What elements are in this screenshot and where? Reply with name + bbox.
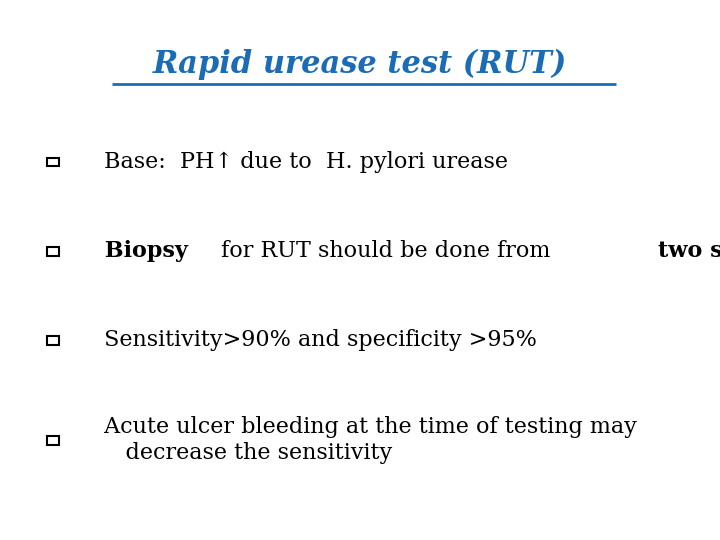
Text: Rapid urease test (RUT): Rapid urease test (RUT): [153, 49, 567, 80]
Text: two site: two site: [657, 240, 720, 262]
Text: Base:  PH↑ due to  H. pylori urease: Base: PH↑ due to H. pylori urease: [97, 151, 508, 173]
Text: Sensitivity>90% and specificity >95%: Sensitivity>90% and specificity >95%: [97, 329, 537, 351]
FancyBboxPatch shape: [47, 436, 59, 444]
FancyBboxPatch shape: [47, 247, 59, 255]
Text: Biopsy: Biopsy: [97, 240, 188, 262]
FancyBboxPatch shape: [47, 158, 59, 166]
Text: Acute ulcer bleeding at the time of testing may
    decrease the sensitivity: Acute ulcer bleeding at the time of test…: [97, 416, 637, 464]
Text: for RUT should be done from: for RUT should be done from: [215, 240, 558, 262]
FancyBboxPatch shape: [47, 336, 59, 345]
